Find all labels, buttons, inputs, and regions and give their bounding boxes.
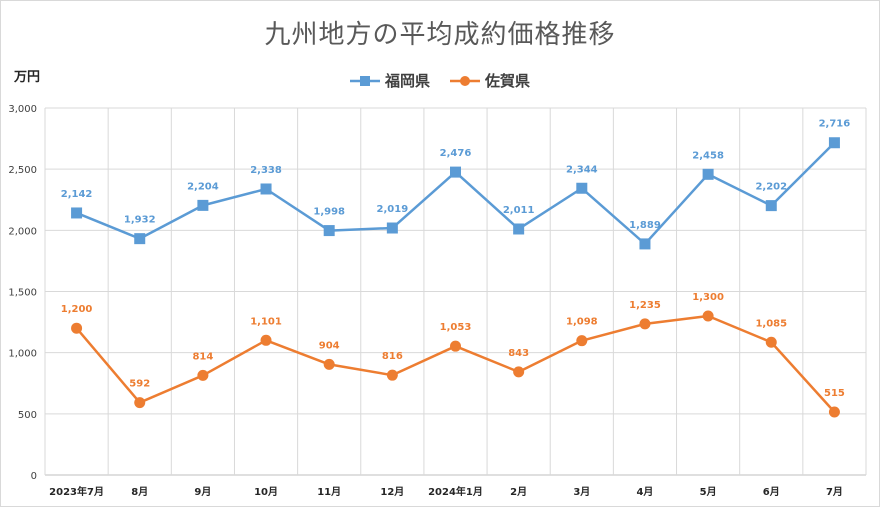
x-tick-label: 2月 [510,486,527,498]
y-tick-label: 500 [18,410,37,421]
data-point [197,199,209,211]
x-tick-label: 2024年1月 [428,485,483,498]
y-tick-label: 3,000 [8,104,37,115]
data-label: 816 [382,351,403,362]
x-tick-label: 7月 [826,486,843,498]
y-tick-label: 0 [31,471,37,482]
data-point [260,334,272,346]
data-label: 814 [192,351,213,362]
data-point [450,340,461,352]
x-tick-label: 4月 [636,486,653,498]
x-tick-label: 2023年7月 [49,485,104,498]
x-tick-label: 9月 [194,486,211,498]
data-point [702,310,714,322]
data-label: 2,142 [61,189,93,200]
data-label: 1,300 [692,292,724,303]
legend-marker-square-icon [349,75,380,86]
y-tick-label: 2,500 [8,165,37,176]
y-axis-unit-label: 万円 [14,70,41,85]
x-tick-label: 11月 [317,486,341,498]
data-label: 1,932 [124,215,156,226]
legend-label-saga: 佐賀県 [485,72,531,90]
data-point [323,225,335,237]
y-tick-label: 1,000 [8,349,37,360]
data-label: 592 [129,379,150,390]
data-label: 1,053 [440,322,472,333]
x-tick-label: 5月 [700,486,717,498]
data-point [828,406,840,418]
data-point [639,238,651,250]
data-label: 515 [824,388,845,399]
data-label: 1,200 [61,304,93,315]
data-label: 2,458 [692,150,724,161]
data-point [576,335,588,347]
data-label: 1,101 [250,316,282,327]
data-point [639,318,651,330]
data-label: 1,998 [313,207,345,218]
data-point [386,222,398,234]
data-point [513,366,525,378]
data-point [134,233,146,245]
data-label: 843 [508,348,529,359]
data-point [260,183,272,195]
data-point [386,369,398,381]
legend-item-fukuoka: 福岡県 [349,70,430,91]
data-label: 1,889 [629,220,661,231]
data-point [71,207,83,219]
data-point [450,166,461,178]
data-label: 1,235 [629,300,661,311]
data-point [71,322,83,334]
data-label: 2,344 [566,164,598,175]
data-point [765,336,777,348]
x-tick-label: 8月 [131,486,148,498]
legend-marker-circle-icon [450,75,480,86]
data-point [513,223,525,235]
legend-label-fukuoka: 福岡県 [384,72,430,90]
x-tick-label: 6月 [763,486,780,498]
data-label: 1,098 [566,317,598,328]
data-point [828,137,840,149]
data-label: 2,019 [377,204,409,215]
x-tick-label: 3月 [573,486,590,498]
data-label: 2,716 [819,119,851,130]
data-point [134,397,146,409]
legend: 福岡県 佐賀県 [0,70,880,91]
x-tick-label: 12月 [380,486,404,498]
data-point [765,200,777,212]
data-label: 2,338 [250,165,282,176]
data-label: 2,011 [503,205,535,216]
legend-item-saga: 佐賀県 [450,70,530,91]
x-tick-label: 10月 [254,486,278,498]
data-point [576,182,588,194]
y-tick-label: 1,500 [8,288,37,299]
data-label: 2,202 [755,182,787,193]
data-label: 2,204 [187,181,219,192]
data-label: 2,476 [440,148,472,159]
chart-title: 九州地方の平均成約価格推移 [264,20,616,50]
data-label: 1,085 [755,318,787,329]
y-tick-label: 2,000 [8,226,37,237]
data-point [702,168,714,180]
data-point [197,369,209,381]
data-label: 904 [319,340,340,351]
data-point [323,358,335,370]
